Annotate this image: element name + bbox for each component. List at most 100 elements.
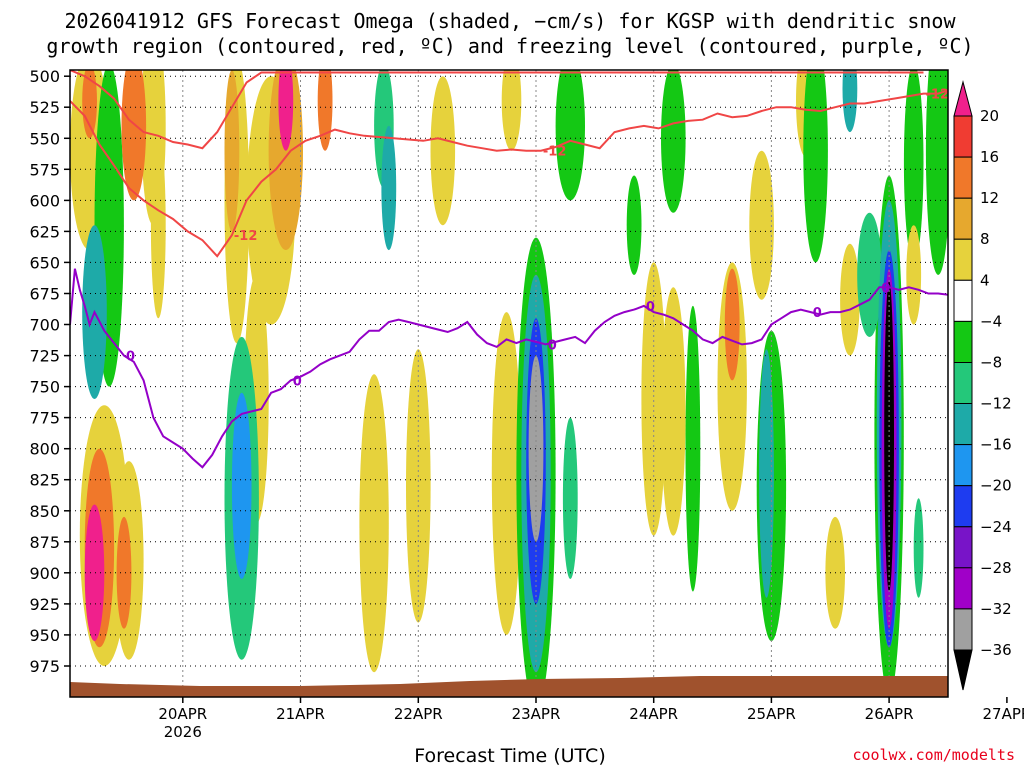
dgz-warm-line — [70, 89, 948, 258]
x-tick-label: 23APR — [512, 705, 561, 723]
colorbar-segment — [953, 403, 973, 446]
omega-cell — [903, 70, 924, 263]
omega-cell — [759, 349, 774, 598]
omega-cell — [840, 243, 860, 356]
y-tick-label: 725 — [29, 347, 60, 366]
colorbar-segment — [953, 608, 973, 651]
omega-cell — [224, 70, 240, 232]
y-tick-label: 675 — [29, 285, 60, 304]
omega-cell — [317, 70, 333, 151]
y-tick-label: 875 — [29, 533, 60, 552]
omega-cell — [626, 175, 642, 275]
x-tick-label: 27APR — [982, 705, 1024, 723]
y-tick-label: 625 — [29, 222, 60, 241]
omega-cell — [150, 132, 166, 319]
omega-cell — [724, 268, 740, 381]
y-tick-label: 650 — [29, 253, 60, 272]
colorbar-label: 12 — [980, 189, 999, 207]
omega-cell — [82, 70, 97, 139]
y-tick-label: 900 — [29, 564, 60, 583]
colorbar-segment — [953, 197, 973, 240]
x-tick-label: 24APR — [629, 705, 678, 723]
omega-cell — [278, 70, 294, 151]
colorbar-label: −12 — [980, 395, 1012, 413]
omega-shading — [70, 70, 948, 697]
colorbar-label: −32 — [980, 600, 1012, 618]
x-tick-label: 22APR — [394, 705, 443, 723]
y-tick-label: 600 — [29, 191, 60, 210]
colorbar-segment — [953, 362, 973, 405]
colorbar-segment — [953, 320, 973, 363]
omega-cell — [84, 504, 105, 642]
freezing-line-label: 0 — [548, 338, 557, 353]
omega-cell — [231, 392, 252, 579]
y-tick-label: 550 — [29, 129, 60, 148]
colorbar-label: 4 — [980, 271, 990, 289]
omega-cell — [803, 70, 828, 263]
omega-cell — [501, 70, 522, 151]
y-tick-label: 525 — [29, 98, 60, 117]
x-tick-label: 26APR — [865, 705, 914, 723]
dgz-warm-line-label: -12 — [234, 229, 258, 244]
colorbar-label: −16 — [980, 436, 1012, 454]
omega-cell — [268, 70, 303, 250]
colorbar-label: 8 — [980, 230, 990, 248]
plot-frame — [69, 69, 949, 698]
freezing-line-label: 0 — [126, 350, 135, 365]
y-tick-label: 975 — [29, 657, 60, 676]
colorbar-segment — [953, 444, 973, 487]
y-tick-label: 575 — [29, 160, 60, 179]
colorbar-label: 20 — [980, 107, 999, 125]
y-axis: 500 525 550 575 600 625 650 675 700 725 750 775 800 8… — [29, 67, 70, 676]
omega-cell — [116, 516, 132, 629]
y-tick-label: 700 — [29, 316, 60, 335]
colorbar-top-arrow — [953, 80, 973, 117]
colorbar: 20 16 12 8 4 −4 −8 −12 −16 −20 −24 −28 −32 −36 — [953, 80, 1012, 691]
freezing-line-label: 0 — [881, 281, 890, 296]
colorbar-label: −8 — [980, 354, 1002, 372]
x-axis-label: Forecast Time (UTC) — [414, 745, 605, 767]
omega-cell — [562, 417, 578, 579]
colorbar-segment — [953, 567, 973, 610]
omega-cell — [381, 125, 397, 251]
omega-cell — [491, 312, 522, 635]
plot-area: -12 -12 -12 0 0 0 0 0 0 — [69, 69, 949, 698]
y-tick-label: 825 — [29, 471, 60, 490]
omega-cell — [685, 305, 701, 592]
omega-cell — [857, 212, 882, 337]
y-tick-label: 925 — [29, 595, 60, 614]
freezing-line — [70, 268, 948, 469]
x-tick-label: 20APR — [158, 705, 207, 723]
colorbar-segment — [953, 156, 973, 199]
colorbar-label: 16 — [980, 148, 999, 166]
omega-cell — [906, 225, 922, 325]
chart-title-line-2: growth region (contoured, red, ºC) and f… — [46, 34, 973, 58]
omega-cell — [555, 70, 585, 201]
y-tick-label: 850 — [29, 502, 60, 521]
freezing-line-label: 0 — [293, 374, 302, 389]
omega-cell — [430, 76, 456, 226]
freezing-line-label: 0 — [646, 300, 655, 315]
colorbar-segment — [953, 115, 973, 158]
x-tick-label: 25APR — [747, 705, 796, 723]
dgz-warm-line-label: -12 — [543, 145, 567, 160]
omega-cell — [359, 374, 389, 673]
colorbar-label: −4 — [980, 312, 1002, 330]
colorbar-label: −28 — [980, 559, 1012, 577]
credit-text: coolwx.com/modelts — [852, 746, 1015, 764]
x-tick-sublabel: 2026 — [164, 723, 202, 741]
omega-cell — [661, 70, 686, 213]
colorbar-segment — [953, 279, 973, 322]
colorbar-segment — [953, 238, 973, 281]
y-tick-label: 950 — [29, 626, 60, 645]
colorbar-label: −24 — [980, 518, 1012, 536]
y-tick-label: 750 — [29, 378, 60, 397]
omega-cell — [943, 70, 948, 244]
y-tick-label: 500 — [29, 67, 60, 86]
omega-cell — [641, 262, 666, 536]
freezing-line-label: 0 — [813, 306, 822, 321]
colorbar-bottom-arrow — [953, 649, 973, 691]
omega-cell — [925, 70, 948, 275]
omega-cell — [121, 70, 147, 201]
